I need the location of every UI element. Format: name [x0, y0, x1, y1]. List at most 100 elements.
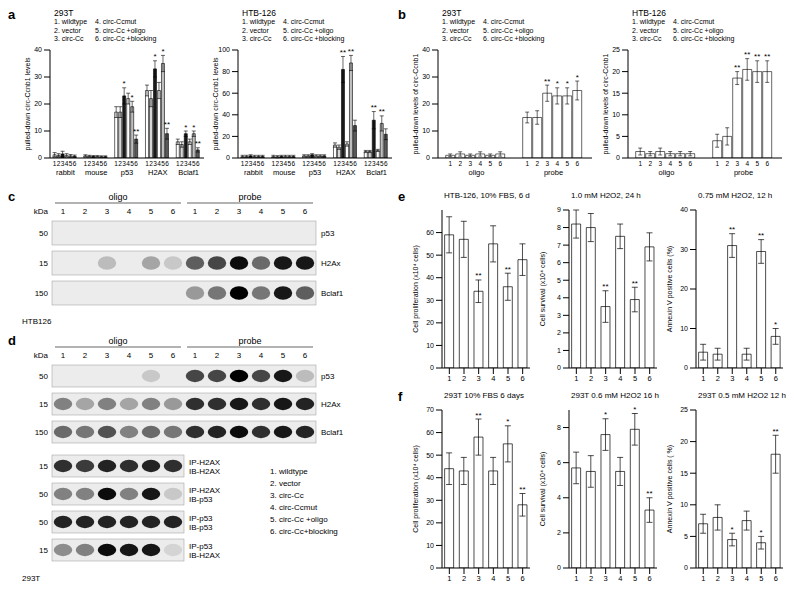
svg-text:0: 0 — [426, 154, 430, 161]
svg-text:**: ** — [754, 52, 760, 61]
svg-text:*: * — [604, 410, 607, 419]
svg-text:5. circ-Cc +oligo: 5. circ-Cc +oligo — [270, 515, 328, 524]
svg-text:3: 3 — [658, 160, 662, 167]
svg-text:6: 6 — [498, 160, 502, 167]
svg-text:0: 0 — [557, 564, 561, 571]
svg-text:2: 2 — [535, 160, 539, 167]
svg-text:p53: p53 — [321, 372, 335, 381]
svg-text:Annexin V positive cells (%): Annexin V positive cells (%) — [666, 246, 674, 332]
svg-text:4: 4 — [259, 351, 264, 360]
svg-text:pulled-down levels of circ-Ccn: pulled-down levels of circ-Ccnb1 — [412, 54, 420, 155]
svg-text:1: 1 — [193, 351, 198, 360]
svg-text:probe: probe — [734, 168, 753, 177]
svg-text:*: * — [576, 73, 579, 82]
svg-text:**: ** — [475, 271, 481, 280]
svg-text:**: ** — [195, 139, 201, 148]
svg-text:2: 2 — [648, 160, 652, 167]
svg-text:50: 50 — [426, 452, 434, 459]
svg-text:**: ** — [734, 63, 740, 72]
svg-text:2: 2 — [589, 374, 593, 383]
svg-text:4: 4 — [668, 160, 672, 167]
svg-text:p53: p53 — [121, 168, 134, 177]
svg-text:60: 60 — [426, 429, 434, 436]
svg-text:8: 8 — [557, 224, 561, 231]
svg-text:HTB126: HTB126 — [22, 317, 52, 326]
svg-text:1: 1 — [525, 160, 529, 167]
svg-text:4: 4 — [259, 207, 264, 216]
svg-text:*: * — [731, 525, 734, 534]
svg-text:3: 3 — [557, 312, 561, 319]
svg-text:0: 0 — [430, 364, 434, 371]
svg-text:probe: probe — [544, 168, 563, 177]
svg-text:5: 5 — [616, 133, 620, 140]
svg-text:4: 4 — [491, 574, 495, 583]
svg-text:6: 6 — [557, 259, 561, 266]
svg-text:pulled-down circ-Ccnb1 levels: pulled-down circ-Ccnb1 levels — [24, 57, 32, 150]
svg-text:kDa: kDa — [34, 351, 49, 360]
svg-text:6: 6 — [171, 207, 176, 216]
svg-text:3: 3 — [730, 374, 734, 383]
svg-text:15: 15 — [39, 462, 48, 471]
svg-text:1: 1 — [447, 374, 451, 383]
svg-text:70: 70 — [426, 406, 434, 413]
svg-text:20: 20 — [612, 68, 620, 75]
svg-text:IB-p53: IB-p53 — [189, 523, 213, 532]
svg-text:1: 1 — [447, 574, 451, 583]
svg-text:1: 1 — [574, 374, 578, 383]
svg-text:*: * — [506, 417, 509, 426]
svg-text:2: 2 — [462, 374, 466, 383]
svg-text:5: 5 — [506, 574, 510, 583]
svg-text:**: ** — [475, 411, 481, 420]
svg-text:4: 4 — [745, 374, 749, 383]
svg-text:Bclaf1: Bclaf1 — [366, 168, 387, 177]
svg-text:0: 0 — [557, 364, 561, 371]
svg-text:**: ** — [348, 47, 354, 56]
svg-text:H2Ax: H2Ax — [321, 400, 341, 409]
svg-text:50: 50 — [426, 252, 434, 259]
svg-text:2: 2 — [716, 574, 720, 583]
svg-text:mouse: mouse — [273, 168, 296, 177]
svg-text:10: 10 — [680, 501, 688, 508]
svg-text:p53: p53 — [321, 229, 335, 238]
svg-text:150: 150 — [35, 289, 49, 298]
svg-text:**: ** — [744, 50, 750, 59]
svg-text:15: 15 — [39, 259, 48, 268]
svg-text:*: * — [184, 123, 187, 132]
svg-text:rabbit: rabbit — [244, 168, 264, 177]
svg-text:7: 7 — [557, 242, 561, 249]
svg-text:1: 1 — [61, 207, 66, 216]
svg-text:0: 0 — [684, 564, 688, 571]
svg-text:15: 15 — [39, 400, 48, 409]
svg-text:6: 6 — [104, 160, 108, 167]
svg-text:**: ** — [544, 77, 550, 86]
svg-text:5: 5 — [759, 374, 763, 383]
svg-text:Annexin V positive cells ( %): Annexin V positive cells ( %) — [666, 445, 674, 533]
svg-text:Cell survival (x10⁴ cells): Cell survival (x10⁴ cells) — [539, 252, 547, 327]
svg-text:*: * — [633, 405, 636, 414]
svg-text:5: 5 — [281, 351, 286, 360]
svg-text:2: 2 — [716, 374, 720, 383]
svg-text:6: 6 — [261, 160, 265, 167]
svg-text:5: 5 — [557, 277, 561, 284]
svg-text:*: * — [760, 528, 763, 537]
svg-text:5: 5 — [684, 533, 688, 540]
svg-text:6: 6 — [575, 160, 579, 167]
svg-text:100: 100 — [218, 46, 230, 53]
svg-text:3: 3 — [237, 207, 242, 216]
svg-text:40: 40 — [222, 111, 230, 118]
svg-text:1: 1 — [638, 160, 642, 167]
svg-text:10: 10 — [422, 127, 430, 134]
svg-text:**: ** — [505, 265, 511, 274]
svg-text:60: 60 — [426, 229, 434, 236]
svg-text:0: 0 — [226, 154, 230, 161]
svg-text:0: 0 — [616, 154, 620, 161]
svg-text:3: 3 — [468, 160, 472, 167]
svg-text:pulled-down levels of circ-Ccn: pulled-down levels of circ-Ccnb1 — [602, 54, 610, 155]
svg-text:5: 5 — [488, 160, 492, 167]
svg-text:1: 1 — [574, 574, 578, 583]
svg-text:6: 6 — [353, 160, 357, 167]
svg-text:**: ** — [632, 279, 638, 288]
svg-text:4. circ-Ccmut: 4. circ-Ccmut — [270, 503, 318, 512]
svg-text:5: 5 — [759, 574, 763, 583]
svg-text:4: 4 — [745, 160, 749, 167]
